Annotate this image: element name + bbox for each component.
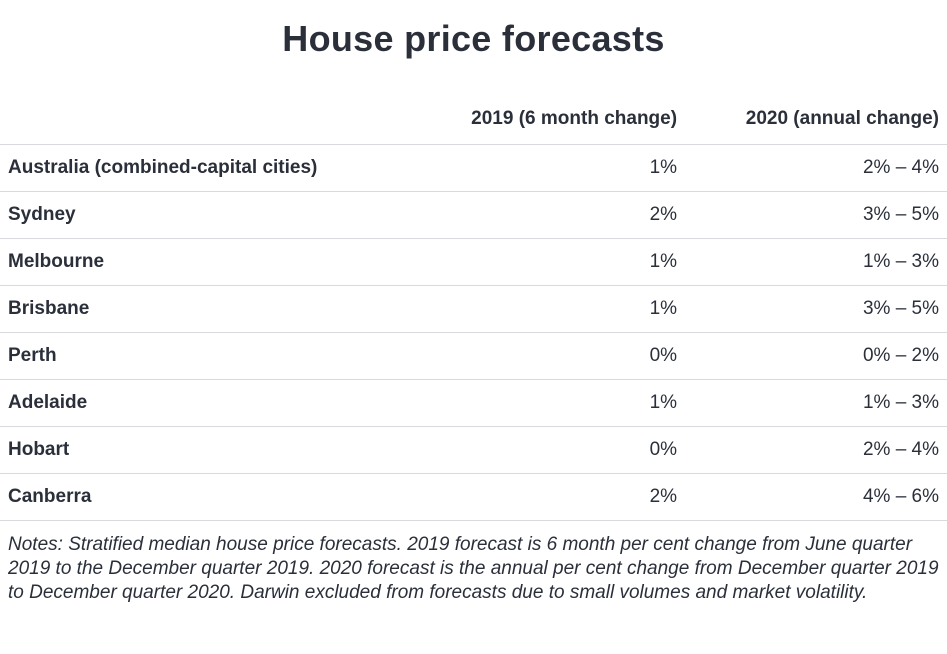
table-row: Brisbane 1% 3% – 5% <box>0 286 947 333</box>
table-header-row: 2019 (6 month change) 2020 (annual chang… <box>0 94 947 145</box>
city-cell: Melbourne <box>0 239 407 286</box>
y2019-cell: 1% <box>407 286 685 333</box>
forecast-container: House price forecasts 2019 (6 month chan… <box>0 0 947 604</box>
y2020-cell: 2% – 4% <box>685 427 947 474</box>
page-title: House price forecasts <box>0 0 947 94</box>
city-cell: Canberra <box>0 474 407 521</box>
y2020-cell: 1% – 3% <box>685 380 947 427</box>
col-header-city <box>0 94 407 145</box>
table-row: Australia (combined-capital cities) 1% 2… <box>0 145 947 192</box>
y2019-cell: 1% <box>407 239 685 286</box>
table-row: Sydney 2% 3% – 5% <box>0 192 947 239</box>
y2019-cell: 2% <box>407 474 685 521</box>
table-row: Melbourne 1% 1% – 3% <box>0 239 947 286</box>
forecast-table: 2019 (6 month change) 2020 (annual chang… <box>0 94 947 521</box>
y2020-cell: 1% – 3% <box>685 239 947 286</box>
city-cell: Adelaide <box>0 380 407 427</box>
y2020-cell: 2% – 4% <box>685 145 947 192</box>
city-cell: Brisbane <box>0 286 407 333</box>
table-row: Hobart 0% 2% – 4% <box>0 427 947 474</box>
col-header-2020: 2020 (annual change) <box>685 94 947 145</box>
city-cell: Hobart <box>0 427 407 474</box>
y2020-cell: 4% – 6% <box>685 474 947 521</box>
y2019-cell: 1% <box>407 380 685 427</box>
table-body: Australia (combined-capital cities) 1% 2… <box>0 145 947 521</box>
table-row: Canberra 2% 4% – 6% <box>0 474 947 521</box>
col-header-2019: 2019 (6 month change) <box>407 94 685 145</box>
y2019-cell: 0% <box>407 427 685 474</box>
city-cell: Sydney <box>0 192 407 239</box>
city-cell: Perth <box>0 333 407 380</box>
city-cell: Australia (combined-capital cities) <box>0 145 407 192</box>
y2019-cell: 0% <box>407 333 685 380</box>
y2020-cell: 3% – 5% <box>685 286 947 333</box>
y2020-cell: 0% – 2% <box>685 333 947 380</box>
table-row: Adelaide 1% 1% – 3% <box>0 380 947 427</box>
y2020-cell: 3% – 5% <box>685 192 947 239</box>
notes-text: Notes: Stratified median house price for… <box>0 521 947 604</box>
y2019-cell: 2% <box>407 192 685 239</box>
table-row: Perth 0% 0% – 2% <box>0 333 947 380</box>
y2019-cell: 1% <box>407 145 685 192</box>
